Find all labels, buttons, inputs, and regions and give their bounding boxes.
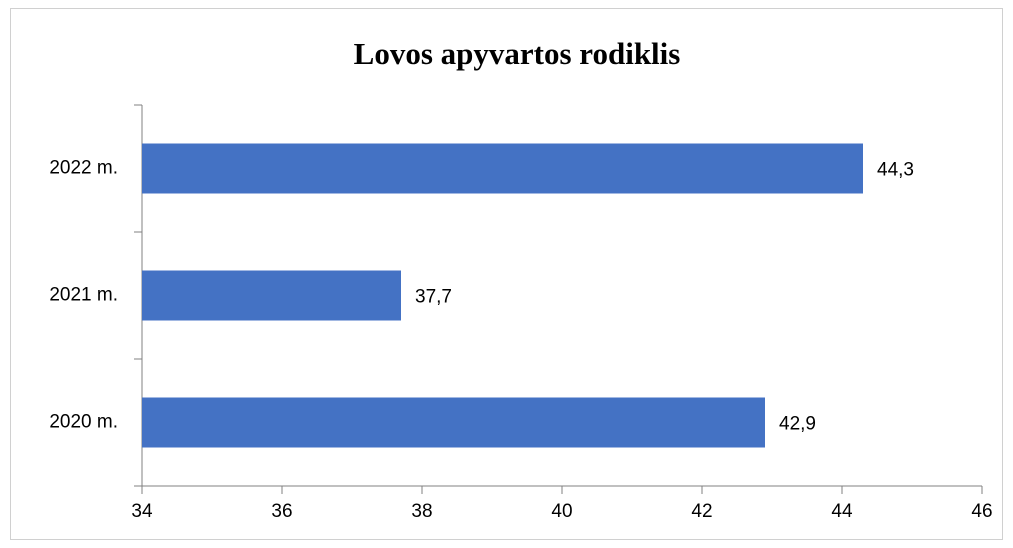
value-label: 37,7 (415, 287, 452, 308)
bar (142, 270, 401, 321)
x-tick-label: 44 (831, 501, 853, 522)
y-tick-label: 2022 m. (49, 158, 118, 179)
bar (142, 143, 863, 194)
x-tick-label: 34 (131, 501, 153, 522)
x-tick-label: 42 (691, 501, 712, 522)
value-label: 42,9 (779, 414, 816, 435)
y-tick-label: 2020 m. (49, 412, 118, 433)
value-label: 44,3 (877, 160, 914, 181)
x-tick-label: 46 (971, 501, 992, 522)
x-tick-label: 40 (551, 501, 572, 522)
chart-title: Lovos apyvartos rodiklis (354, 36, 681, 71)
bar (142, 397, 765, 448)
x-tick-label: 38 (411, 501, 432, 522)
y-tick-label: 2021 m. (49, 285, 118, 306)
x-tick-label: 36 (271, 501, 292, 522)
